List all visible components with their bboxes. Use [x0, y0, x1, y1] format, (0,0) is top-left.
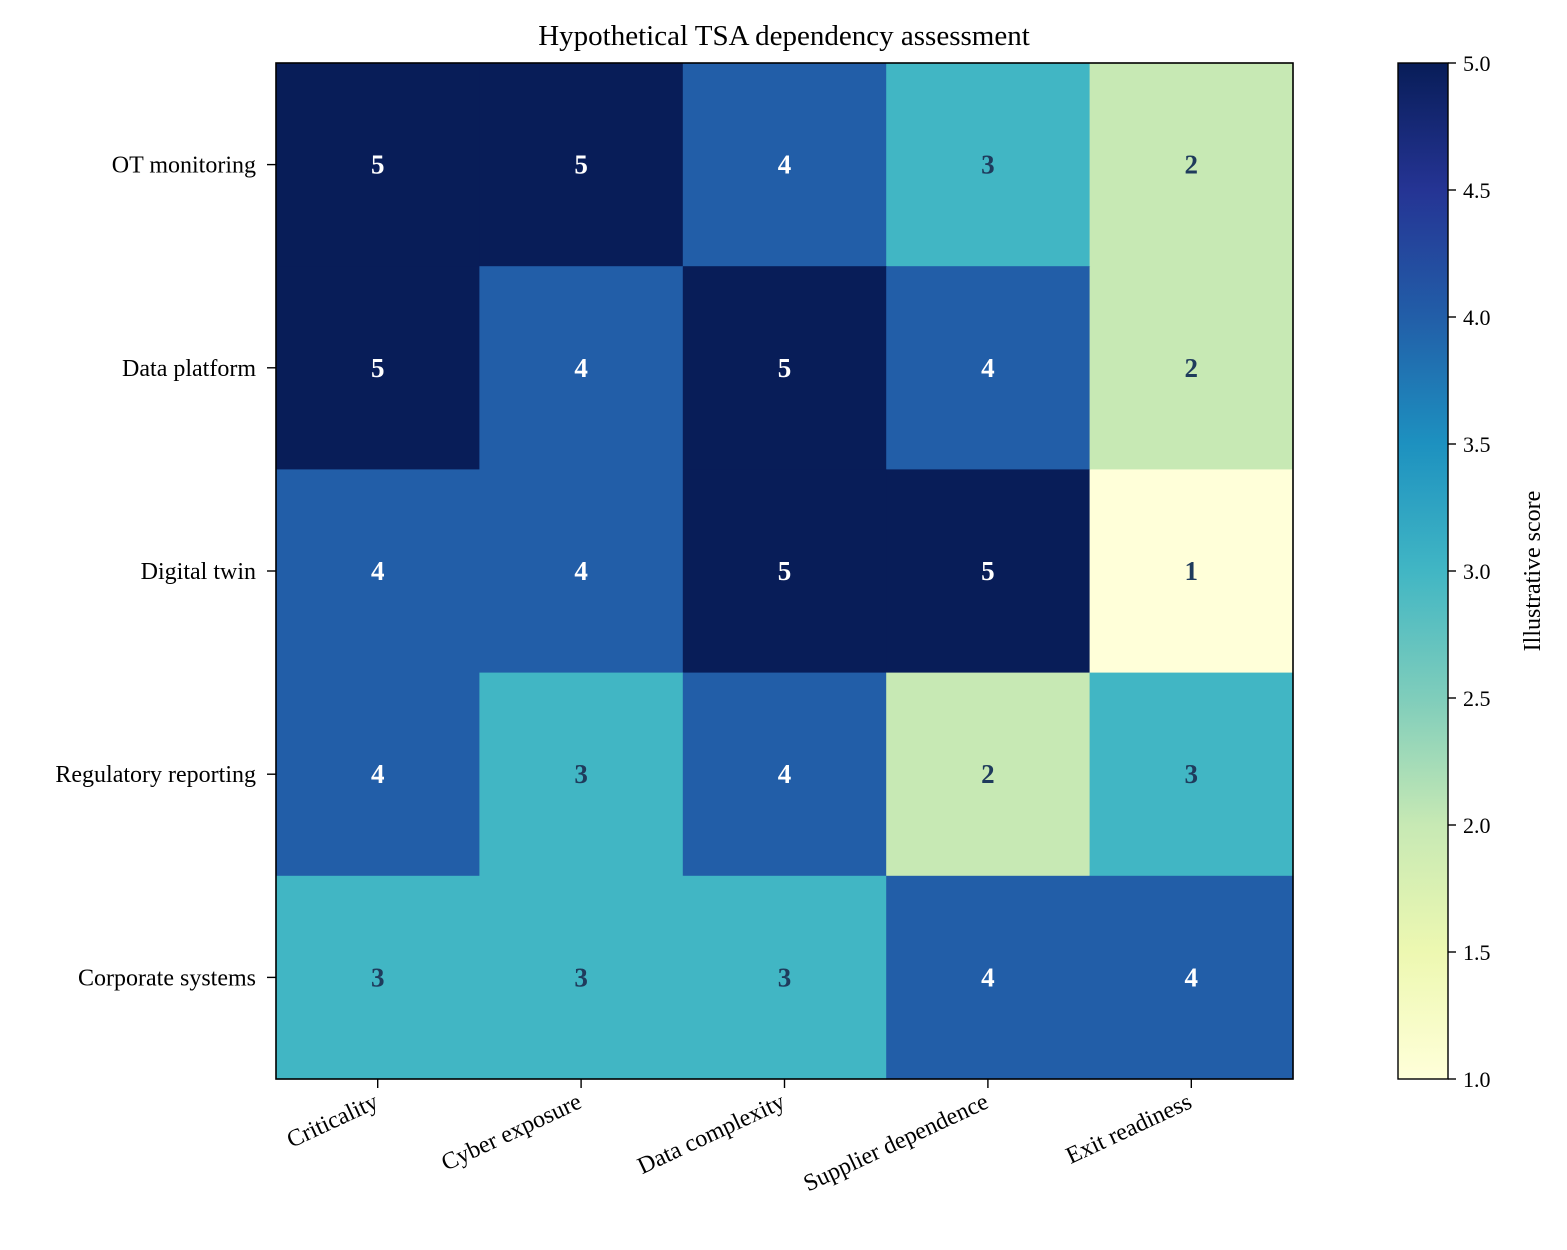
- heatmap-cell: [276, 266, 480, 470]
- y-tick-label: Regulatory reporting: [55, 762, 256, 788]
- cell-value-label: 3: [574, 962, 588, 992]
- heatmap-cells: [276, 63, 1294, 1080]
- cell-value-label: 2: [981, 759, 995, 789]
- heatmap-cell: [276, 672, 480, 877]
- chart-title: Hypothetical TSA dependency assessment: [538, 20, 1030, 52]
- colorbar-tick-label: 3.0: [1463, 559, 1491, 584]
- colorbar: 1.0 1.5 2.0 2.5 3.0 3.5 4.0 4.5 5.0 Illustrative…: [1397, 51, 1546, 1092]
- x-tick-label: Cyber exposure: [438, 1089, 586, 1177]
- heatmap-cell: [682, 672, 887, 877]
- cell-value-label: 3: [1185, 759, 1199, 789]
- heatmap-cell: [886, 672, 1091, 877]
- heatmap-cell: [1089, 63, 1294, 267]
- cell-value-label: 4: [778, 759, 792, 789]
- y-tick-label: Digital twin: [141, 559, 256, 585]
- cell-value-label: 3: [371, 962, 385, 992]
- cell-value-label: 4: [1185, 962, 1199, 992]
- colorbar-ticks: 1.0 1.5 2.0 2.5 3.0 3.5 4.0 4.5 5.0: [1448, 51, 1491, 1092]
- heatmap-cell: [682, 875, 887, 1080]
- cell-value-label: 1: [1185, 556, 1199, 586]
- cell-value-label: 4: [981, 353, 995, 383]
- cell-value-label: 4: [574, 556, 588, 586]
- cell-value-label: 2: [1185, 150, 1199, 180]
- cell-value-label: 5: [778, 556, 792, 586]
- heatmap-cell: [682, 469, 887, 674]
- cell-value-labels: 5 5 4 3 2 5 4 5 4 2 4 4 5 5 1 4 3 4 2 3 3 3 3 4 4: [371, 150, 1198, 993]
- cell-value-label: 4: [981, 962, 995, 992]
- heatmap-cell: [276, 875, 480, 1080]
- colorbar-tick-label: 2.0: [1463, 813, 1491, 838]
- cell-value-label: 3: [981, 150, 995, 180]
- heatmap-cell: [276, 469, 480, 674]
- cell-value-label: 4: [371, 759, 385, 789]
- cell-value-label: 5: [574, 150, 588, 180]
- y-axis: OT monitoring Data platform Digital twin Re…: [55, 153, 276, 991]
- heatmap-cell: [886, 875, 1091, 1080]
- heatmap-cell: [1089, 672, 1294, 877]
- colorbar-tick-label: 3.5: [1463, 432, 1491, 457]
- cell-value-label: 3: [574, 759, 588, 789]
- heatmap-cell: [479, 469, 684, 674]
- cell-value-label: 5: [981, 556, 995, 586]
- heatmap-cell: [479, 266, 684, 470]
- heatmap-cell: [479, 672, 684, 877]
- colorbar-tick-label: 1.5: [1463, 940, 1491, 965]
- heatmap-cell: [886, 63, 1091, 267]
- cell-value-label: 5: [371, 353, 385, 383]
- colorbar-label: Illustrative score: [1520, 491, 1546, 652]
- cell-value-label: 4: [574, 353, 588, 383]
- colorbar-tick-label: 4.0: [1463, 305, 1491, 330]
- heatmap-cell: [886, 266, 1091, 470]
- heatmap-cell: [682, 266, 887, 470]
- heatmap-cell: [1089, 266, 1294, 470]
- y-tick-label: Corporate systems: [78, 965, 256, 991]
- x-tick-label: Supplier dependence: [800, 1089, 993, 1197]
- cell-value-label: 2: [1185, 353, 1199, 383]
- cell-value-label: 4: [778, 150, 792, 180]
- x-tick-label: Exit readiness: [1062, 1089, 1196, 1170]
- cell-value-label: 4: [371, 556, 385, 586]
- x-tick-label: Criticality: [283, 1089, 382, 1154]
- cell-value-label: 5: [371, 150, 385, 180]
- colorbar-tick-label: 4.5: [1463, 178, 1491, 203]
- x-tick-label: Data complexity: [634, 1089, 789, 1180]
- cell-value-label: 3: [778, 962, 792, 992]
- colorbar-tick-label: 2.5: [1463, 686, 1491, 711]
- x-axis: Criticality Cyber exposure Data complexity…: [283, 1079, 1196, 1197]
- heatmap-cell: [886, 469, 1091, 674]
- heatmap-cell: [1089, 875, 1294, 1080]
- colorbar-gradient: [1397, 62, 1449, 1080]
- heatmap-cell: [276, 63, 480, 267]
- y-tick-label: Data platform: [122, 356, 256, 382]
- heatmap-cell: [1089, 469, 1294, 674]
- colorbar-tick-label: 5.0: [1463, 51, 1491, 76]
- heatmap-cell: [479, 875, 684, 1080]
- colorbar-tick-label: 1.0: [1463, 1067, 1491, 1092]
- y-tick-label: OT monitoring: [112, 153, 256, 179]
- cell-value-label: 5: [778, 353, 792, 383]
- heatmap-cell: [682, 63, 887, 267]
- heatmap-cell: [479, 63, 684, 267]
